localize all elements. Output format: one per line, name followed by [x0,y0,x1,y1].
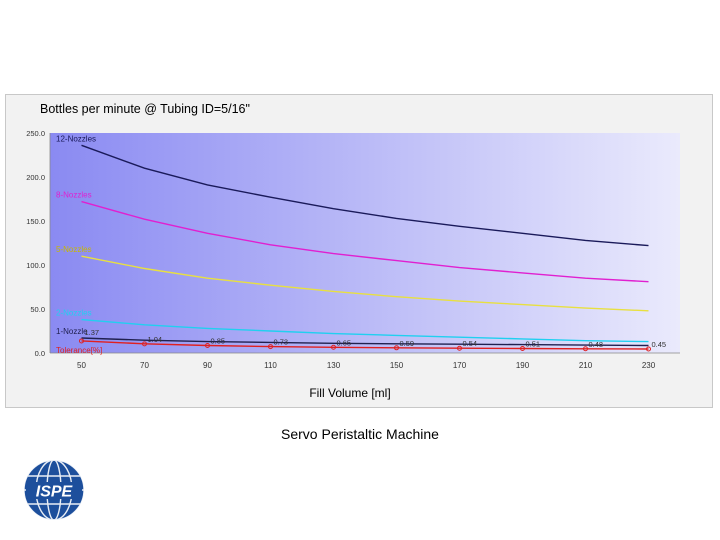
x-tick-label: 50 [77,361,86,370]
y-tick-label: 250.0 [26,129,45,138]
x-tick-label: 110 [264,361,277,370]
series-line-2 [81,255,649,312]
series-label: 12-Nozzles [56,134,96,143]
series-line-3 [81,318,649,343]
x-tick-label: 210 [579,361,593,370]
data-label: 0.48 [589,340,604,349]
data-point [268,344,273,350]
data-label: 0.45 [652,340,667,349]
data-point [205,343,210,349]
data-label: 0.51 [526,340,541,349]
y-tick-label: 100.0 [26,261,45,270]
data-point [331,344,336,350]
series-label: 5-Nozzles [56,245,92,254]
data-point [457,345,462,351]
data-point [520,346,525,352]
x-tick-label: 190 [516,361,530,370]
data-label: 0.59 [400,339,415,348]
y-tick-label: 50.0 [30,305,45,314]
data-point [142,341,147,347]
x-tick-label: 90 [203,361,212,370]
series-label: 2-Nozzles [56,309,92,318]
data-point [79,338,84,344]
series-line-1 [81,200,649,283]
x-tick-label: 150 [390,361,404,370]
chart-frame: Bottles per minute @ Tubing ID=5/16" 0.0… [5,94,713,408]
data-label: 0.65 [337,338,352,347]
series-line-0 [81,144,649,247]
ispe-logo: ISPE [23,459,85,521]
series-label: 8-Nozzles [56,191,92,200]
chart-caption: Servo Peristaltic Machine [281,426,439,442]
data-label: 1.37 [85,328,100,337]
series-label: Tolerance[%] [56,346,102,355]
chart-svg: Bottles per minute @ Tubing ID=5/16" 0.0… [26,102,680,400]
data-label: 0.73 [274,338,289,347]
data-label: 0.85 [211,337,226,346]
y-tick-label: 0.0 [35,349,45,358]
series-line-4 [81,337,649,347]
logo-text: ISPE [36,484,74,501]
data-point [583,346,588,352]
y-axis: 0.0 50.0 100.0 150.0 200.0 250.0 [26,129,51,358]
x-axis-label: Fill Volume [ml] [309,386,390,400]
x-tick-label: 70 [140,361,149,370]
x-tick-label: 130 [327,361,341,370]
x-axis: 50 70 90 110 130 150 170 190 210 230 [50,352,680,370]
y-tick-label: 200.0 [26,173,45,182]
data-point [646,346,651,352]
data-point [394,345,399,351]
data-label: 1.04 [148,335,163,344]
series-layer: 12-Nozzles 8-Nozzles 5-Nozzles 2-Nozzles 1-N… [56,134,666,355]
chart-title: Bottles per minute @ Tubing ID=5/16" [40,102,250,116]
data-label: 0.54 [463,339,478,348]
series-label: 1-Nozzle [56,327,88,336]
x-tick-label: 230 [642,361,656,370]
y-tick-label: 150.0 [26,217,45,226]
series-line-5 [81,340,649,350]
x-tick-label: 170 [453,361,467,370]
plot-area [50,133,680,353]
